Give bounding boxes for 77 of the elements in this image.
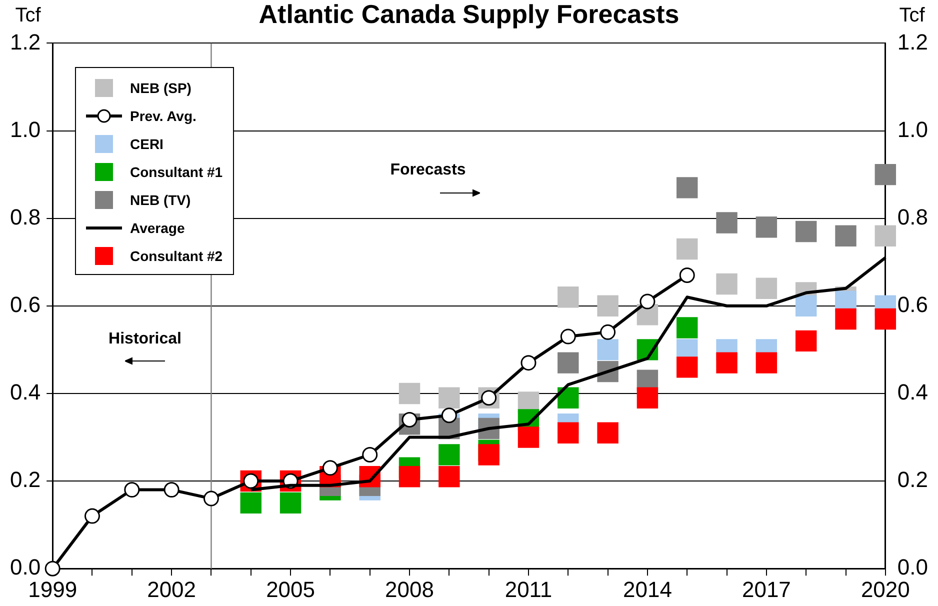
point [44, 560, 60, 576]
point [795, 220, 817, 242]
point [438, 387, 460, 408]
point [716, 273, 738, 295]
y2-tick-label: 0.2 [897, 467, 928, 492]
point [322, 460, 338, 476]
point [438, 444, 460, 466]
point [560, 328, 576, 344]
y-tick-label: 0.4 [10, 380, 41, 405]
legend-label: NEB (TV) [130, 192, 191, 208]
chart-title: Atlantic Canada Supply Forecasts [258, 0, 680, 29]
x-tick-label: 2014 [622, 576, 672, 602]
point [756, 216, 778, 238]
point [636, 387, 658, 408]
point [398, 382, 420, 404]
point [874, 308, 896, 330]
point [520, 355, 536, 371]
y2-axis-title: Tcf [899, 4, 926, 27]
point [597, 295, 618, 317]
legend-label: Consultant #2 [130, 248, 223, 264]
point [716, 212, 738, 234]
point [362, 447, 378, 463]
point [795, 330, 817, 352]
point [518, 426, 540, 448]
point [716, 352, 738, 374]
y-tick-label: 1.0 [10, 116, 41, 142]
point [558, 352, 579, 374]
point [438, 466, 460, 488]
point [398, 466, 420, 488]
legend-label: Average [130, 220, 185, 236]
point [597, 339, 618, 360]
y2-tick-label: 0.6 [897, 292, 928, 317]
y-tick-label: 0.2 [10, 467, 41, 492]
y2-tick-label: 0.4 [897, 380, 928, 405]
point [835, 225, 856, 246]
y2-tick-label: 1.2 [897, 29, 928, 54]
x-tick-label: 2011 [504, 576, 552, 602]
y-tick-label: 0.6 [10, 292, 41, 317]
legend-label: Prev. Avg. [130, 108, 196, 124]
point [676, 238, 698, 260]
point [203, 490, 219, 506]
point [558, 387, 579, 408]
y2-tick-label: 1.0 [897, 116, 928, 142]
point [835, 308, 856, 330]
x-tick-label: 2008 [385, 576, 434, 602]
point [756, 352, 778, 374]
point [597, 422, 618, 444]
y2-tick-label: 0.8 [897, 204, 928, 230]
point [640, 294, 656, 310]
point [164, 482, 180, 498]
x-tick-label: 2005 [266, 576, 316, 602]
point [558, 422, 579, 444]
point [84, 508, 100, 524]
point [676, 177, 698, 198]
point [795, 295, 817, 317]
point [280, 492, 302, 514]
legend-label: CERI [130, 136, 164, 152]
y-tick-label: 0.8 [10, 204, 41, 230]
legend-label: NEB (SP) [130, 80, 192, 96]
point [676, 317, 698, 338]
annotation: Forecasts [390, 161, 466, 178]
y-tick-label: 1.2 [10, 29, 41, 54]
point [756, 278, 778, 299]
y-axis-title: Tcf [15, 4, 42, 27]
x-tick-label: 2002 [147, 576, 196, 602]
legend-label: Consultant #1 [130, 164, 223, 180]
point [478, 444, 500, 466]
point [874, 225, 896, 246]
point [679, 268, 695, 283]
point [558, 286, 579, 308]
point [874, 164, 896, 186]
annotation: Historical [108, 330, 182, 348]
point [124, 482, 140, 498]
point [600, 324, 616, 340]
x-tick-label: 2017 [742, 576, 791, 602]
point [240, 492, 262, 514]
point [676, 356, 698, 378]
